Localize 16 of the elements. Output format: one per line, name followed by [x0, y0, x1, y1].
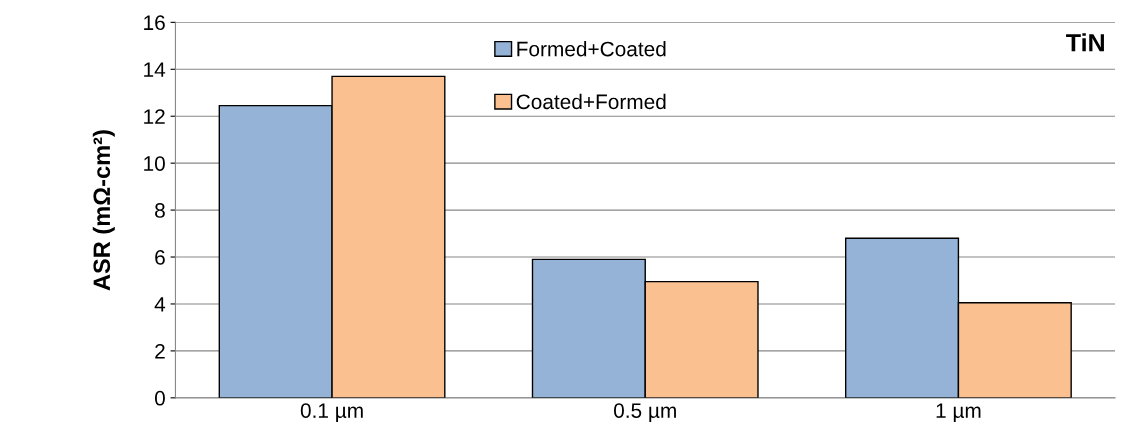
x-tick-label: 0.1 µm [300, 403, 363, 423]
y-tick-label: 8 [155, 203, 165, 218]
y-tick-label: 0 [154, 390, 165, 406]
y-tick-label: 2 [155, 343, 165, 359]
y-tick-label: 4 [154, 297, 166, 312]
legend-label: Formed+Coated [517, 41, 666, 57]
x-tick-label: 1 µm [936, 403, 981, 423]
x-tick-label: 0.5 µm [614, 403, 676, 423]
y-tick-label: 14 [144, 62, 166, 77]
annotation: TiN [1066, 33, 1104, 52]
y-tick-label: 16 [144, 15, 165, 31]
legend-label: Coated+Formed [516, 93, 666, 110]
y-tick-label: 10 [144, 156, 165, 171]
y-axis-title: ASR (mΩ-cm²) [92, 130, 115, 291]
y-tick-label: 12 [144, 109, 165, 124]
y-tick-label: 6 [155, 250, 165, 265]
